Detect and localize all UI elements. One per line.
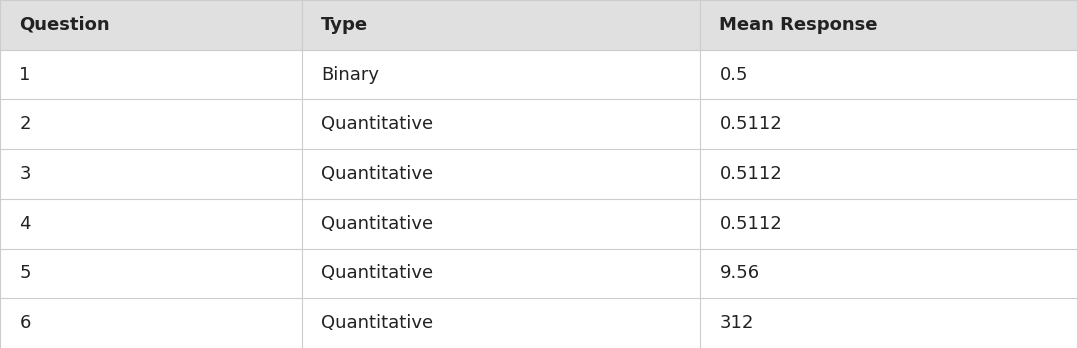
Text: Mean Response: Mean Response: [719, 16, 878, 34]
Bar: [0, 149, 1077, 199]
Text: 3: 3: [19, 165, 31, 183]
Text: 4: 4: [19, 215, 31, 233]
Text: 6: 6: [19, 314, 31, 332]
Text: 312: 312: [719, 314, 754, 332]
Text: Type: Type: [321, 16, 368, 34]
Text: 0.5112: 0.5112: [719, 115, 782, 133]
Text: Quantitative: Quantitative: [321, 314, 433, 332]
Text: 5: 5: [19, 264, 31, 283]
Text: 9.56: 9.56: [719, 264, 759, 283]
Text: Quantitative: Quantitative: [321, 215, 433, 233]
Text: Binary: Binary: [321, 65, 379, 84]
Bar: [0, 298, 1077, 348]
Bar: [0, 50, 1077, 100]
Bar: [0, 100, 1077, 149]
Text: 0.5: 0.5: [719, 65, 747, 84]
Bar: [0, 0, 1077, 50]
Text: Question: Question: [19, 16, 110, 34]
Text: Quantitative: Quantitative: [321, 115, 433, 133]
Text: Quantitative: Quantitative: [321, 264, 433, 283]
Bar: [0, 199, 1077, 248]
Text: 1: 1: [19, 65, 31, 84]
Text: Quantitative: Quantitative: [321, 165, 433, 183]
Bar: [0, 248, 1077, 298]
Text: 0.5112: 0.5112: [719, 165, 782, 183]
Text: 0.5112: 0.5112: [719, 215, 782, 233]
Text: 2: 2: [19, 115, 31, 133]
